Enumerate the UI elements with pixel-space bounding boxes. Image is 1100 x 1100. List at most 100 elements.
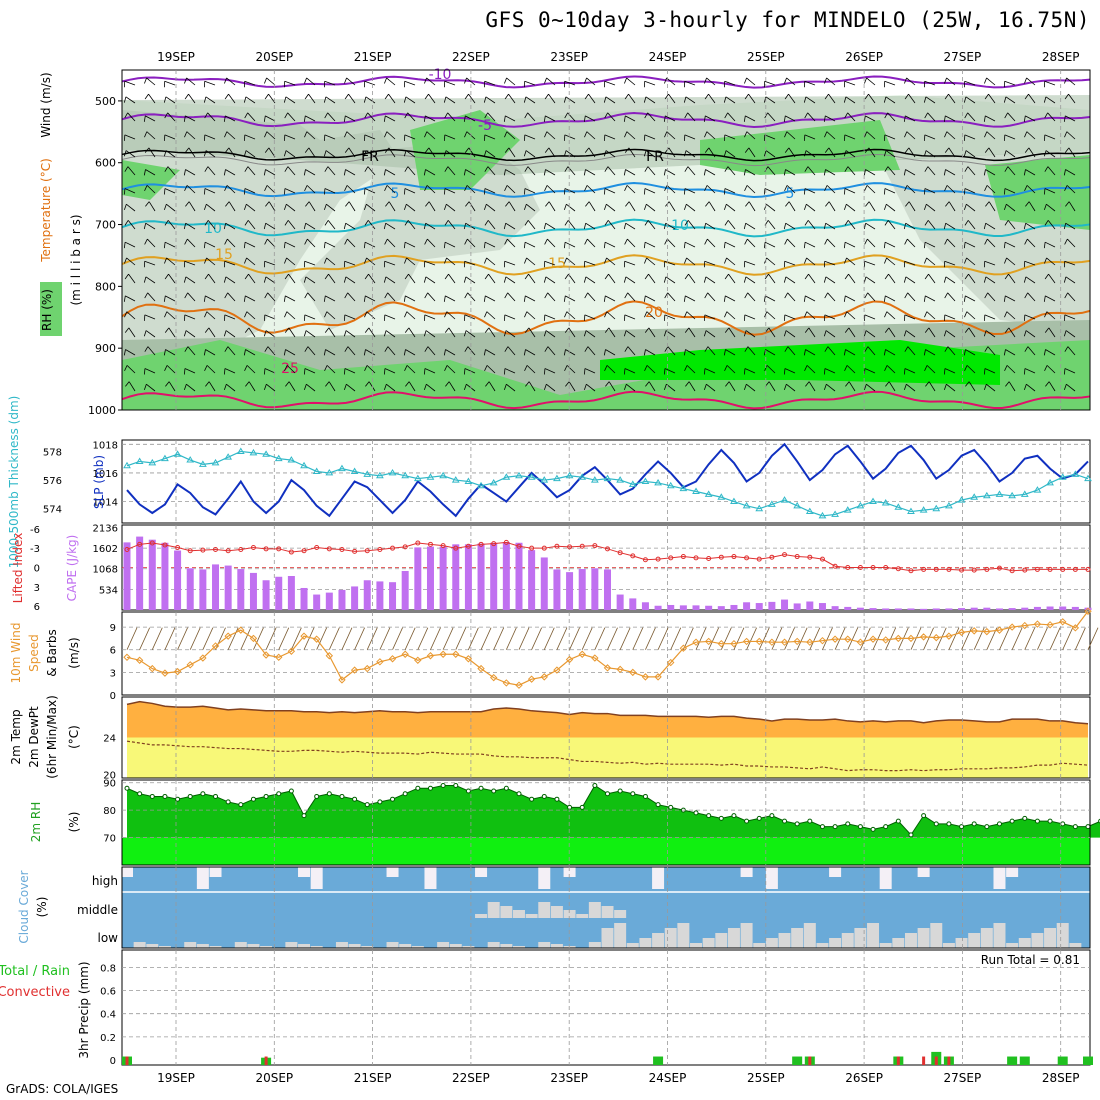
upper-wind-barb	[305, 115, 316, 122]
upper-wind-barb	[188, 93, 196, 104]
upper-wind-barb	[348, 93, 356, 104]
upper-wind-barb-flag	[423, 169, 426, 176]
rh2m-point	[465, 788, 471, 794]
upper-wind-barb-flag	[644, 273, 649, 280]
upper-wind-barb	[1006, 311, 1016, 320]
upper-wind-barb	[828, 201, 836, 212]
lifted-index-point	[225, 548, 231, 554]
cloud-high-bar	[1006, 867, 1019, 877]
upper-wind-barb-flag	[463, 276, 467, 283]
upper-wind-barb	[165, 96, 176, 104]
precip-total-bar	[1083, 1056, 1093, 1065]
upper-wind-barb-flag	[604, 365, 608, 371]
cape-bar	[844, 606, 852, 610]
upper-wind-barb	[1068, 201, 1076, 212]
upper-wind-barb-flag	[344, 368, 346, 375]
upper-wind-barb-flag	[623, 276, 627, 283]
temp-axis-label-3: (6hr Min/Max)	[45, 695, 59, 779]
upper-wind-barb-flag	[503, 276, 507, 283]
upper-wind-barb-flag	[243, 150, 247, 157]
upper-wind-barb	[444, 188, 456, 194]
upper-wind-barb-flag	[724, 257, 727, 264]
upper-wind-barb	[625, 169, 636, 176]
upper-wind-barb-flag	[723, 150, 727, 157]
upper-wind-barb-flag	[1044, 311, 1048, 318]
upper-wind-barb-flag	[1003, 150, 1007, 157]
upper-wind-barb-flag	[444, 327, 450, 333]
cloud-level-middle: middle	[77, 903, 118, 917]
isotherm-label: 15	[548, 256, 566, 272]
wind-speed-point	[489, 673, 498, 682]
upper-wind-barb	[685, 150, 696, 158]
upper-wind-barb	[584, 314, 596, 320]
upper-wind-barb	[125, 96, 136, 104]
upper-wind-barb	[225, 115, 236, 122]
upper-wind-barb	[765, 96, 776, 104]
cape-bar	[212, 564, 220, 610]
upper-wind-barb	[826, 185, 836, 194]
lifted-index-point	[491, 541, 497, 547]
upper-wind-barb-flag	[683, 204, 687, 211]
cloud-level-low: low	[98, 931, 119, 945]
cloud-low-bar	[715, 933, 728, 948]
rh2m-point	[959, 824, 965, 830]
upper-wind-barb-flag	[845, 381, 850, 387]
upper-wind-barb-flag	[1043, 242, 1046, 249]
wind-speed-point	[932, 633, 940, 642]
upper-wind-barb-flag	[743, 115, 746, 122]
cloud-axis-label: Cloud Cover	[17, 870, 31, 943]
upper-wind-barb	[304, 314, 316, 320]
upper-wind-barb	[865, 276, 876, 284]
upper-wind-barb	[985, 276, 996, 284]
upper-wind-barb	[408, 273, 416, 284]
upper-wind-barb-flag	[865, 201, 870, 207]
upper-wind-barb	[608, 273, 616, 284]
upper-wind-barb	[804, 188, 816, 194]
upper-wind-barb-flag	[844, 188, 846, 195]
upper-wind-barb-flag	[224, 185, 228, 191]
upper-wind-barb	[167, 112, 176, 122]
upper-wind-barb	[385, 276, 396, 284]
thickness-point	[249, 448, 258, 456]
upper-wind-barb-flag	[224, 77, 227, 84]
upper-wind-barb-flag	[383, 330, 387, 337]
rh2m-point	[718, 815, 724, 821]
upper-wind-barb	[444, 241, 456, 248]
upper-wind-barb-flag	[905, 201, 910, 207]
rh-upper-green	[700, 120, 900, 175]
rh2m-point	[744, 818, 750, 824]
upper-wind-barb	[545, 276, 556, 284]
upper-wind-barb-flag	[145, 201, 150, 207]
upper-wind-barb-flag	[1063, 384, 1067, 391]
upper-wind-barb	[745, 276, 756, 284]
upper-wind-barb	[186, 77, 196, 86]
upper-wind-barb	[428, 147, 436, 158]
surface-wind-barb	[404, 627, 416, 650]
upper-wind-barb-flag	[1064, 131, 1068, 138]
upper-wind-barb	[228, 201, 236, 212]
upper-wind-barb	[908, 201, 916, 212]
cape-bar	[452, 544, 460, 610]
upper-wind-barb	[805, 295, 816, 302]
upper-wind-barb-flag	[963, 150, 967, 157]
upper-wind-barb	[727, 220, 736, 230]
upper-wind-barb	[207, 166, 216, 176]
lifted-index-point	[756, 556, 762, 562]
rh2m-point	[630, 791, 636, 797]
upper-wind-barb	[308, 93, 316, 104]
upper-wind-barb-flag	[1044, 327, 1050, 333]
upper-wind-barb	[825, 330, 836, 338]
upper-wind-barb-flag	[364, 273, 369, 280]
upper-wind-barb	[205, 96, 216, 104]
upper-wind-barb-flag	[244, 311, 248, 318]
cape-bar	[667, 604, 675, 610]
upper-wind-barb-flag	[624, 292, 628, 299]
cloud-low-bar	[626, 943, 639, 948]
upper-wind-barb-flag	[204, 220, 209, 226]
upper-wind-barb	[704, 260, 716, 266]
cape-bar	[604, 569, 611, 610]
upper-wind-barb	[126, 257, 136, 266]
rh2m-point	[579, 804, 585, 810]
upper-wind-barb	[546, 131, 556, 140]
upper-wind-barb	[627, 292, 636, 302]
